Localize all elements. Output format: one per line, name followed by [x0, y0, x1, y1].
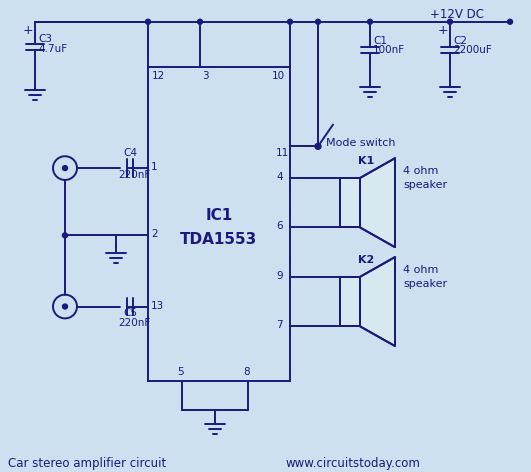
- Text: Car stereo amplifier circuit: Car stereo amplifier circuit: [8, 457, 166, 470]
- Text: C4: C4: [123, 148, 137, 158]
- Text: C2: C2: [453, 35, 467, 46]
- Text: C5: C5: [123, 309, 137, 319]
- Text: 4: 4: [276, 172, 282, 182]
- Text: 5: 5: [177, 367, 184, 377]
- Text: speaker: speaker: [403, 279, 447, 289]
- Circle shape: [367, 19, 373, 24]
- Text: 1: 1: [151, 162, 158, 172]
- Text: 4 ohm: 4 ohm: [403, 166, 439, 176]
- Text: 4.7uF: 4.7uF: [38, 44, 67, 54]
- Text: speaker: speaker: [403, 180, 447, 190]
- Text: C1: C1: [373, 35, 387, 46]
- Text: 13: 13: [151, 301, 164, 311]
- Text: 220nF: 220nF: [118, 319, 150, 329]
- Text: 220nF: 220nF: [118, 170, 150, 180]
- Circle shape: [198, 19, 202, 24]
- Text: 2200uF: 2200uF: [453, 45, 492, 56]
- Circle shape: [508, 19, 512, 24]
- Text: TDA1553: TDA1553: [181, 232, 258, 247]
- Circle shape: [448, 19, 452, 24]
- Text: 10: 10: [272, 71, 285, 81]
- Circle shape: [63, 233, 67, 238]
- Text: 8: 8: [243, 367, 250, 377]
- Circle shape: [315, 19, 321, 24]
- Text: 6: 6: [276, 221, 282, 231]
- Polygon shape: [360, 158, 395, 247]
- Text: C3: C3: [38, 34, 52, 43]
- Text: www.circuitstoday.com: www.circuitstoday.com: [285, 457, 420, 470]
- Text: 7: 7: [276, 320, 282, 330]
- Text: 9: 9: [276, 271, 282, 281]
- Text: 4 ohm: 4 ohm: [403, 265, 439, 275]
- Text: 3: 3: [202, 71, 209, 81]
- Text: K1: K1: [358, 156, 374, 166]
- Polygon shape: [360, 257, 395, 346]
- Text: IC1: IC1: [205, 208, 233, 223]
- Text: 12: 12: [152, 71, 165, 81]
- Text: K2: K2: [358, 255, 374, 265]
- Text: +: +: [438, 24, 449, 37]
- Circle shape: [63, 304, 67, 309]
- Bar: [340, 178, 360, 228]
- Text: +12V DC: +12V DC: [430, 8, 484, 21]
- Text: +: +: [23, 24, 33, 37]
- Circle shape: [315, 143, 321, 149]
- Circle shape: [63, 166, 67, 170]
- Bar: [340, 277, 360, 326]
- Text: Mode switch: Mode switch: [326, 138, 396, 148]
- Text: 100nF: 100nF: [373, 45, 405, 56]
- Bar: [148, 67, 290, 381]
- Text: 11: 11: [276, 148, 289, 158]
- Circle shape: [145, 19, 150, 24]
- Circle shape: [287, 19, 293, 24]
- Text: 2: 2: [151, 229, 158, 239]
